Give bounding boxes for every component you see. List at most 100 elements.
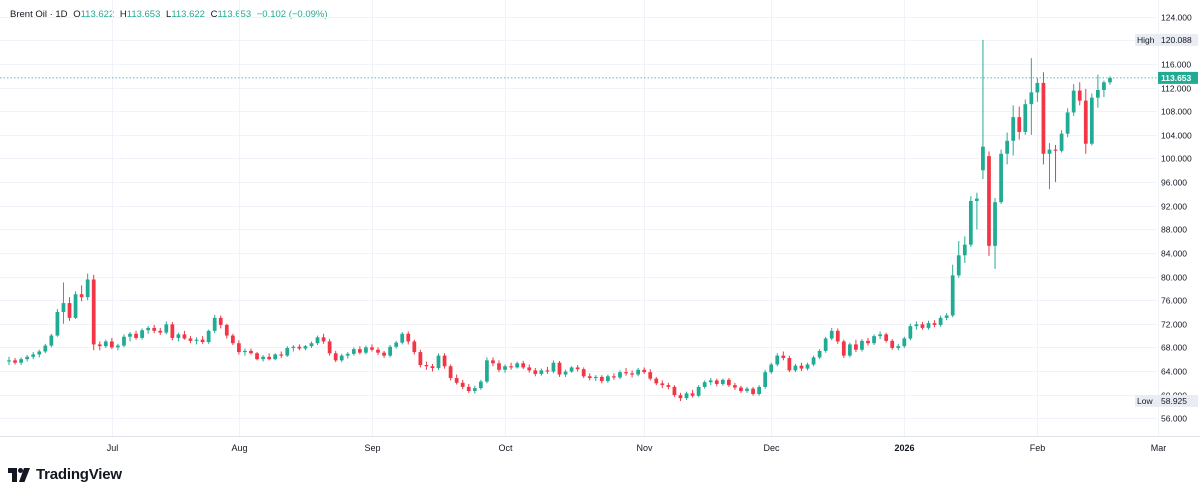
candle-body (158, 330, 163, 333)
candle-body (551, 362, 556, 372)
candle-body (116, 345, 120, 348)
candle-body (612, 376, 616, 378)
candle (1053, 144, 1058, 183)
candle-body (1047, 149, 1052, 154)
y-tick-label: 112.000 (1161, 84, 1191, 94)
candle (630, 370, 634, 378)
candle (811, 355, 816, 367)
candle (394, 340, 399, 349)
candle-body (599, 376, 604, 382)
candle (672, 385, 677, 397)
candle-body (364, 347, 368, 353)
candle (164, 321, 169, 335)
candle (757, 385, 761, 396)
candle-body (249, 350, 253, 354)
candle-body (472, 388, 477, 392)
y-tick-label: 72.000 (1161, 320, 1187, 330)
candle (61, 282, 66, 324)
candle-body (678, 395, 683, 399)
candle (370, 344, 374, 352)
candle (727, 378, 731, 387)
candle-body (999, 153, 1003, 203)
legend-high-value: 113.653 (126, 9, 161, 20)
candle (841, 339, 846, 358)
candle-body (188, 338, 193, 341)
candle-body (327, 341, 332, 354)
y-tick-label: 116.000 (1161, 60, 1191, 70)
time-axis[interactable]: JulAugSepOctNovDec2026FebMarApr (107, 443, 1200, 453)
candle (442, 353, 447, 369)
brand-name: TradingView (36, 466, 122, 483)
candle (563, 369, 568, 377)
candle (279, 351, 284, 358)
candle (291, 345, 296, 352)
candle (962, 236, 967, 263)
candle (430, 363, 435, 372)
candle-body (751, 388, 755, 394)
candle (938, 315, 943, 327)
candle (975, 192, 979, 230)
candle-body (787, 357, 792, 371)
candle-body (497, 363, 501, 370)
candle (624, 368, 628, 376)
candle (908, 323, 913, 341)
candle (1071, 84, 1076, 116)
candle (854, 339, 858, 353)
candle (593, 375, 598, 382)
candle-body (1071, 90, 1076, 113)
candle (303, 345, 308, 351)
candle-body (648, 372, 653, 379)
candle-body (315, 337, 320, 344)
candle (351, 347, 356, 356)
candle (243, 348, 247, 356)
candle (218, 315, 223, 329)
x-tick-label: Sep (364, 443, 380, 453)
x-tick-label: Oct (498, 443, 513, 453)
candle-body (581, 369, 586, 377)
candle-body (1035, 82, 1040, 93)
candle (339, 353, 344, 363)
candle-body (847, 344, 852, 356)
candle-body (866, 340, 870, 344)
candle-body (382, 352, 386, 356)
candle-body (442, 355, 447, 367)
candle-body (91, 279, 96, 345)
candle (237, 340, 241, 355)
candle (642, 367, 647, 374)
candle (255, 352, 259, 361)
candle-body (636, 369, 641, 375)
x-tick-label: Jul (107, 443, 119, 453)
candle (285, 346, 290, 357)
tradingview-logo[interactable]: TradingView (8, 466, 122, 483)
candle (13, 357, 17, 365)
candle (176, 332, 181, 342)
candle (97, 341, 102, 351)
candle (920, 321, 925, 330)
candle (569, 366, 574, 373)
candle (733, 382, 737, 390)
low-marker-label: Low (1137, 396, 1153, 406)
candle-body (358, 349, 362, 353)
candle-body (884, 334, 889, 341)
candle-body (279, 354, 284, 356)
candle (1077, 82, 1082, 106)
candle (412, 339, 417, 355)
candle-body (460, 382, 465, 387)
candle-body (176, 334, 181, 338)
candle (85, 273, 90, 301)
candle-body (539, 370, 544, 374)
candle-body (606, 376, 610, 382)
candle-body (285, 347, 290, 356)
candle-body (920, 324, 925, 328)
candle (775, 353, 780, 367)
candle (702, 380, 707, 389)
candle-body (224, 324, 229, 336)
candle-body (727, 379, 731, 386)
candle-body (1053, 149, 1058, 151)
candle (878, 331, 882, 340)
candle-body (230, 335, 235, 344)
candle (557, 360, 562, 377)
candle-body (962, 244, 967, 256)
tradingview-logo-icon (8, 467, 30, 482)
